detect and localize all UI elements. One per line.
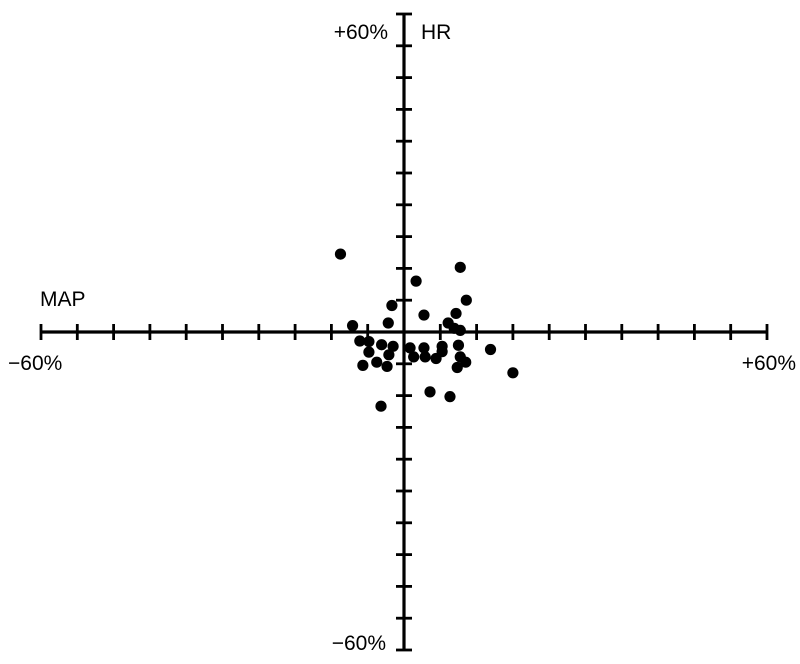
data-point	[363, 346, 375, 358]
data-point	[451, 361, 463, 374]
data-point	[375, 400, 387, 412]
data-point	[460, 356, 472, 368]
data-point	[507, 367, 519, 379]
data-point	[452, 339, 465, 351]
data-point	[334, 248, 347, 260]
x-axis-title: MAP	[40, 288, 86, 311]
data-point	[454, 324, 466, 337]
x-axis-min-label: −60%	[8, 352, 62, 375]
data-point	[444, 391, 456, 403]
data-point	[386, 299, 398, 312]
data-point	[387, 340, 399, 352]
data-points	[334, 248, 519, 412]
data-point	[383, 349, 395, 361]
data-point	[484, 343, 497, 356]
x-axis-max-label: +60%	[742, 352, 796, 375]
axis-ticks	[39, 12, 769, 652]
data-point	[419, 351, 431, 363]
data-point	[376, 339, 388, 351]
y-axis-max-label: +60%	[334, 21, 388, 44]
data-point	[424, 386, 436, 398]
data-point	[404, 342, 416, 354]
data-point	[430, 352, 442, 365]
data-point	[346, 320, 359, 332]
data-point	[357, 359, 369, 371]
data-point	[408, 351, 420, 363]
data-point	[450, 307, 462, 320]
y-axis-min-label: −60%	[332, 632, 386, 655]
axes	[41, 14, 767, 650]
data-point	[418, 309, 430, 321]
data-point	[410, 275, 422, 287]
data-point	[418, 342, 430, 354]
data-point	[363, 335, 375, 348]
y-axis-title: HR	[421, 21, 451, 44]
data-point	[371, 356, 383, 368]
data-point	[382, 317, 394, 329]
data-point	[354, 335, 366, 347]
data-point	[460, 294, 472, 306]
data-point	[454, 261, 466, 273]
data-point	[381, 360, 393, 373]
